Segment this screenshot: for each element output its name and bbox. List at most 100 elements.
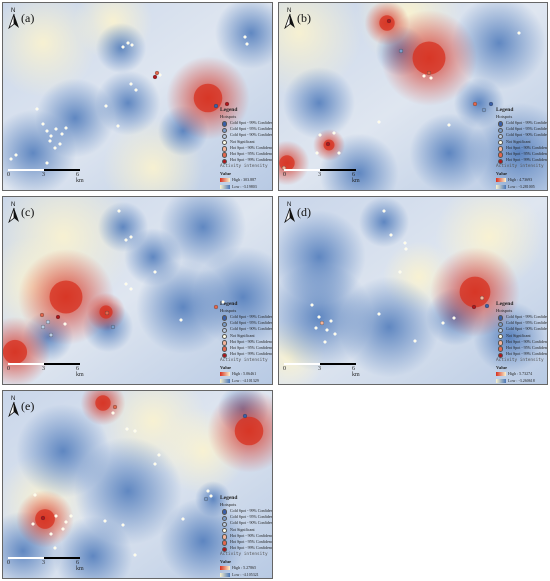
hotspot-point-ns (64, 520, 68, 524)
cold-intensity-zone (159, 197, 247, 271)
legend-symbol-cold99 (222, 315, 228, 321)
legend-item-label: Hot Spot - 99% Confidence (506, 351, 548, 357)
legend-high-swatch (220, 178, 230, 183)
hotspot-point-ns (153, 462, 157, 466)
hotspot-point-ns (413, 339, 417, 343)
hotspot-point-ns (133, 553, 137, 557)
hot-intensity-core (35, 509, 55, 529)
hotspot-point-cold99 (484, 303, 490, 309)
hotspot-point-hot90 (319, 320, 325, 326)
legend-item-label: Hot Spot - 99% Confidence (230, 545, 273, 551)
hotspot-point-ns (9, 157, 13, 161)
hotspot-point-cold99 (488, 101, 494, 107)
legend-value-title: Value (496, 170, 508, 176)
cold-intensity-zone (95, 22, 147, 74)
hotspot-point-ns (54, 514, 58, 518)
hotspot-point-ns (41, 122, 45, 126)
legend-item-label: Cold Spot - 99% Confidence (230, 508, 273, 513)
legend-item: Hot Spot - 90% Confidence (220, 145, 272, 152)
hotspot-point-ns (333, 332, 337, 336)
panel-label: (e) (21, 399, 35, 413)
legend-item-label: Not Significant (230, 138, 255, 144)
hotspot-point-hot99 (55, 314, 61, 320)
legend-value-title: Value (496, 364, 508, 370)
legend-title: Legend (496, 301, 514, 307)
scale-bar: 0 3 6 km (283, 168, 364, 184)
map-panel-d: N (d) 0 3 6 km Legend Hotspots Cold Spot… (278, 196, 548, 385)
hotspot-point-ns (49, 134, 53, 138)
hotspot-point-hot95 (426, 70, 432, 76)
legend-high-swatch (496, 178, 506, 183)
hotspot-point-ns (133, 429, 137, 433)
hotspot-point-ns (69, 514, 73, 518)
legend-item: Not Significant (220, 333, 272, 340)
hotspot-point-ns (134, 88, 138, 92)
panel-label: (b) (297, 11, 311, 25)
legend-item-label: Hot Spot - 99% Confidence (230, 351, 273, 357)
legend-item: Hot Spot - 95% Confidence (220, 151, 272, 158)
legend-low-label: Low : -3.19803 (232, 183, 257, 189)
legend-item: Hot Spot - 90% Confidence (220, 533, 272, 540)
legend-item: Cold Spot - 99% Confidence (496, 120, 548, 127)
cold-intensity-zone (409, 113, 489, 190)
hotspot-point-ns (325, 328, 329, 332)
legend-low-swatch (496, 378, 506, 383)
panel-label: (c) (21, 205, 35, 219)
legend-low-swatch (496, 184, 506, 189)
hotspot-point-ns (377, 312, 381, 316)
hotspot-point-ns (121, 45, 125, 49)
legend-item-label: Not Significant (506, 138, 531, 144)
hotspot-point-ns (517, 31, 521, 35)
map-legend: Legend Hotspots Cold Spot - 99% Confiden… (220, 495, 272, 578)
panel-label: (d) (297, 205, 311, 219)
legend-title: Legend (220, 107, 238, 113)
scale-end-label: 6 km (352, 172, 360, 184)
legend-symbol-ns (222, 139, 228, 146)
legend-title: Legend (220, 301, 238, 307)
legend-item: Hot Spot - 95% Confidence (496, 151, 547, 158)
legend-item: Hot Spot - 90% Confidence (496, 339, 547, 346)
legend-low-label: Low : -4.105321 (232, 571, 259, 577)
hotspot-point-ns (310, 303, 314, 307)
hotspot-point-ns (49, 532, 53, 536)
north-label: N (287, 202, 292, 208)
scale-start-label: 0 (283, 172, 286, 178)
legend-item: Cold Spot - 95% Confidence (496, 320, 547, 327)
hotspot-point-ns (58, 142, 62, 146)
legend-item: Hot Spot - 95% Confidence (220, 345, 272, 352)
legend-high-swatch (220, 372, 230, 377)
north-arrow-icon: N (7, 202, 21, 224)
hotspot-point-hot99 (224, 101, 230, 107)
legend-item: Cold Spot - 90% Confidence (220, 132, 272, 140)
hotspot-point-hot95 (154, 70, 160, 76)
legend-item: Not Significant (220, 138, 272, 146)
hotspot-point-ns (124, 238, 128, 242)
legend-item: Hot Spot - 95% Confidence (220, 538, 273, 546)
legend-item-label: Cold Spot - 99% Confidence (230, 120, 273, 125)
hotspot-point-ns (377, 120, 381, 124)
legend-high-label: High : 4.73693 (508, 177, 533, 183)
legend-symbol-cold90 (222, 521, 228, 528)
hotspot-point-ns (206, 489, 210, 493)
legend-low-swatch (220, 572, 230, 577)
legend-symbol-hot90 (498, 146, 504, 152)
intensity-surface (279, 3, 547, 190)
hotspot-point-ns (181, 517, 185, 521)
cold-intensity-zone (53, 516, 133, 578)
legend-item: Hot Spot - 90% Confidence (496, 145, 547, 152)
legend-item: Hot Spot - 99% Confidence (496, 157, 547, 164)
north-label: N (11, 202, 16, 208)
hotspot-point-ns (35, 107, 39, 111)
legend-low-swatch (220, 378, 230, 383)
legend-high-label: High : 5.73274 (508, 371, 533, 377)
legend-item-label: Cold Spot - 99% Confidence (506, 120, 548, 125)
hot-intensity-core (234, 416, 264, 446)
legend-activity-title: Activity intensity (496, 358, 544, 364)
legend-item-label: Hot Spot - 95% Confidence (230, 538, 273, 544)
legend-item-label: Cold Spot - 95% Confidence (230, 126, 273, 132)
hotspot-point-hot99 (325, 141, 331, 147)
intensity-surface (3, 391, 272, 578)
hotspot-point-ns (104, 104, 108, 108)
legend-item: Cold Spot - 99% Confidence (220, 120, 273, 127)
map-panel-c: N (c) 0 3 6 km Legend Hotspots Cold Spot… (2, 196, 273, 385)
